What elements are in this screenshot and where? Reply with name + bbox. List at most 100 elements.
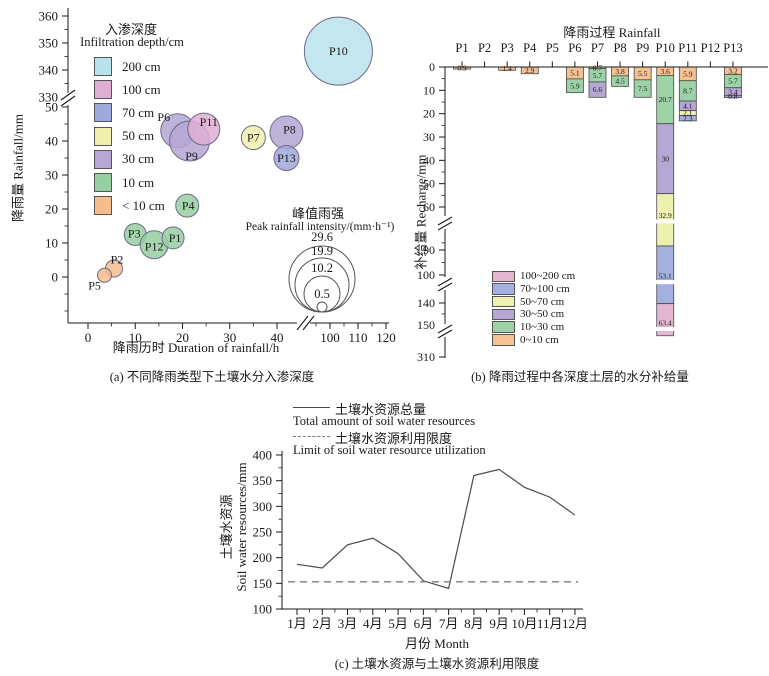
series-total-label-en: Total amount of soil water resources <box>293 413 476 428</box>
bar-value-label: 7.5 <box>638 84 648 93</box>
category-label-P9: P9 <box>636 41 649 55</box>
y-tick-label: 20 <box>423 107 435 121</box>
y-tick-label: 90 <box>423 243 435 257</box>
legend-label: < 10 cm <box>122 197 165 213</box>
legend-swatch <box>94 196 112 216</box>
x-tick-label: 100 <box>320 330 340 345</box>
bubble-label-P13: P13 <box>277 151 296 165</box>
y-tick-label: 40 <box>423 153 435 167</box>
series-total-label-zh: 土壤水资源总量 <box>335 402 427 417</box>
x-tick-label: 20 <box>176 330 189 345</box>
bubble-P4 <box>175 193 200 218</box>
category-label-P7: P7 <box>591 41 604 55</box>
infiltration-legend-item: < 10 cm <box>94 194 165 217</box>
bar-value-label: 2.3 <box>683 114 693 123</box>
size-legend-value: 10.2 <box>311 261 333 275</box>
depth-layer-legend-item: 30~50 cm <box>492 308 575 321</box>
bar-value-label: 30 <box>661 154 669 163</box>
legend-swatch <box>492 283 515 295</box>
x-tick-label: 10 <box>129 330 142 345</box>
bar-P7-30-50 <box>588 81 607 98</box>
y-tick-label: 340 <box>39 63 59 78</box>
legend-swatch <box>94 103 112 123</box>
y-tick-label: 0 <box>429 60 435 74</box>
category-label-P10: P10 <box>655 41 674 55</box>
legend-swatch <box>492 334 515 346</box>
legend-swatch <box>94 57 112 77</box>
legend-swatch <box>94 173 112 193</box>
bar-value-label: 63.4 <box>659 319 672 328</box>
panel-b-top-title: 降雨过程 Rainfall <box>563 25 661 40</box>
bar-P6-10-30 <box>565 78 584 94</box>
panel-a-y-axis-label: 降雨量 Rainfall/mm <box>10 114 26 222</box>
y-tick-label: 250 <box>253 525 273 540</box>
solid-line-sample <box>293 407 330 414</box>
y-tick-label: 200 <box>253 550 273 565</box>
bar-value-label: 5.7 <box>728 77 738 86</box>
panel-a-caption: (a) 不同降雨类型下土壤水分入渗深度 <box>109 370 315 384</box>
bubble-P13 <box>273 145 300 171</box>
y-tick-label: 0 <box>52 270 59 285</box>
bar-value-label: 20.7 <box>659 95 672 104</box>
y-tick-label: 50 <box>423 177 435 191</box>
month-label: 7月 <box>439 616 459 631</box>
bubble-label-P6: P6 <box>157 110 170 124</box>
bar-value-label: 5.7 <box>593 71 603 80</box>
y-tick-label: 140 <box>417 296 435 310</box>
category-label-P2: P2 <box>478 41 491 55</box>
month-label: 4月 <box>363 616 383 631</box>
depth-layer-legend-item: 50~70 cm <box>492 295 575 308</box>
bar-value-label: 3.4 <box>728 87 738 96</box>
bubble-P5 <box>97 267 113 283</box>
y-tick-label: 60 <box>423 200 435 214</box>
y-tick-label: 30 <box>423 130 435 144</box>
legend-label: 50~70 cm <box>520 295 565 308</box>
bar-value-label: 6.6 <box>593 85 603 94</box>
panel-b-stacked-bar-plot: 0.9 1.4 2.9 5.15.90.75.76.63.84.55.57.53.62… <box>417 41 768 364</box>
category-label-P6: P6 <box>568 41 581 55</box>
bubble-P11 <box>187 112 221 146</box>
month-label: 6月 <box>414 616 434 631</box>
bar-value-label: 1.4 <box>502 64 512 73</box>
x-tick-label: 0 <box>85 330 92 345</box>
category-label-P8: P8 <box>613 41 626 55</box>
legend-row-limit: 土壤水资源利用限度 <box>293 428 486 446</box>
y-tick-label: 40 <box>45 134 58 149</box>
x-tick-label: 40 <box>271 330 284 345</box>
bar-value-label: 53.1 <box>659 272 672 281</box>
month-label: 5月 <box>388 616 408 631</box>
panel-c-y-label-zh: 土壤水资源 <box>219 494 234 560</box>
panel-a-x-axis-label: 降雨历时 Duration of rainfall/h <box>112 340 280 355</box>
panel-c-y-axis-label: 土壤水资源 Soil water resources/mm <box>219 462 249 591</box>
bar-value-label: 5.1 <box>570 69 580 78</box>
legend-swatch <box>94 80 112 100</box>
panel-b-caption: (b) 降雨过程中各深度土层的水分补给量 <box>471 370 689 384</box>
infiltration-legend-item: 30 cm <box>94 148 165 171</box>
y-tick-label: 330 <box>39 90 59 105</box>
y-tick-label: 100 <box>417 268 435 282</box>
depth-layer-legend-item: 70~100 cm <box>492 283 575 296</box>
y-tick-label: 400 <box>253 448 273 463</box>
bubble-label-P7: P7 <box>247 131 260 145</box>
y-tick-label: 350 <box>253 473 273 488</box>
bubble-P10 <box>303 16 373 86</box>
bar-value-label: 4.1 <box>683 101 693 110</box>
category-label-P11: P11 <box>678 41 697 55</box>
infiltration-legend-title-zh: 入渗深度 <box>104 22 157 37</box>
infiltration-legend-title-en: Infiltration depth/cm <box>80 35 184 49</box>
y-tick-label: 10 <box>45 236 58 251</box>
y-tick-label: 100 <box>253 602 273 617</box>
bubble-label-P12: P12 <box>145 240 164 254</box>
x-tick-label: 120 <box>376 330 396 345</box>
bubble-P1 <box>161 226 185 250</box>
month-label: 11月 <box>537 616 563 631</box>
panel-a-bubble-plot: P6 P9 P11 P8 P13 P7 P4 P3 P12 P1 P2 P5 P10 0 10 20 30 40 5… <box>39 8 396 345</box>
bubble-label-P2: P2 <box>111 253 124 267</box>
series-limit-label-en: Limit of soil water resource utilization <box>293 442 486 457</box>
bar-value-label: 0.9 <box>457 64 467 73</box>
bar-value-label: 3.6 <box>661 67 671 76</box>
legend-label: 50 cm <box>122 128 155 144</box>
bar-value-label: 5.9 <box>570 81 580 90</box>
bar-value-label: 5.5 <box>638 69 648 78</box>
bar-P9-10-30 <box>633 79 652 98</box>
